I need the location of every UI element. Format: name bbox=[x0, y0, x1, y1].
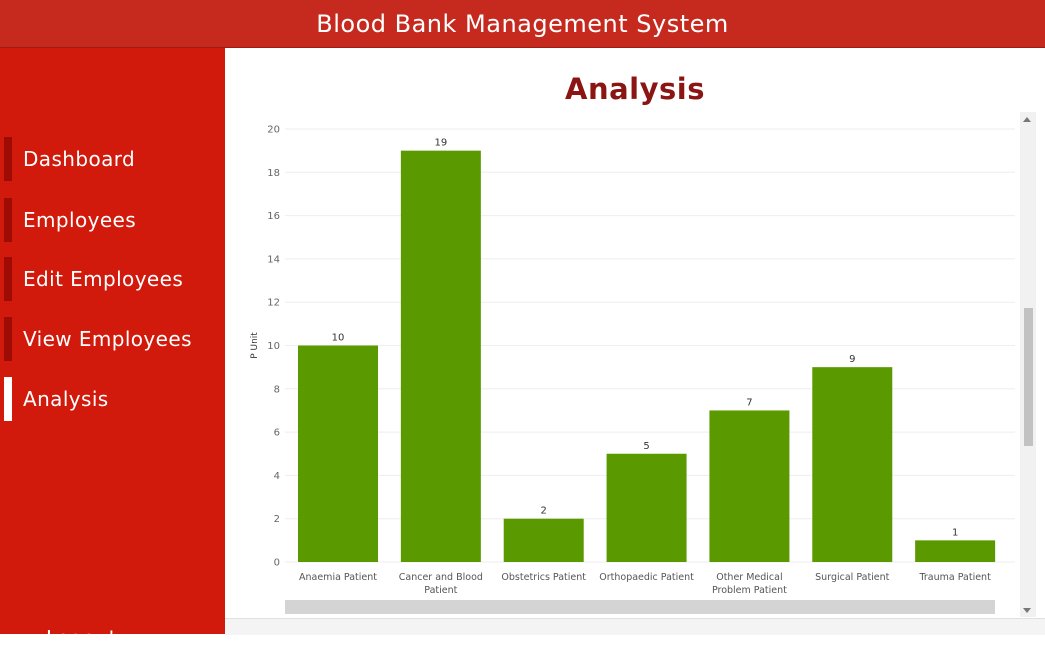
bar bbox=[812, 367, 893, 562]
x-tick-label: Trauma Patient bbox=[918, 572, 991, 583]
chart-container: 0 2 4 6 8 10 12 14 16 18 20 P Unit 10 Anaemia Patient… bbox=[225, 48, 1045, 634]
data-label: 10 bbox=[332, 333, 345, 344]
x-tick-label: Other Medical bbox=[716, 572, 782, 583]
data-label: 2 bbox=[541, 506, 547, 517]
sidebar-item-label: Edit Employees bbox=[23, 267, 184, 291]
sidebar-item-edit-employees[interactable]: Edit Employees bbox=[0, 257, 225, 301]
logout-button[interactable]: Logout bbox=[46, 626, 117, 650]
y-tick-label: 2 bbox=[274, 514, 280, 525]
bar bbox=[298, 345, 378, 562]
vertical-scrollbar[interactable] bbox=[1020, 112, 1036, 617]
scroll-down-arrow-icon[interactable] bbox=[1023, 608, 1031, 613]
x-tick-label: Orthopaedic Patient bbox=[599, 572, 694, 583]
sidebar-item-indicator bbox=[4, 317, 12, 361]
bar bbox=[915, 540, 996, 562]
data-label: 1 bbox=[952, 527, 958, 538]
x-tick-label: Cancer and Blood bbox=[399, 572, 483, 583]
y-tick-label: 6 bbox=[274, 428, 280, 439]
y-tick-label: 12 bbox=[267, 298, 280, 309]
bar bbox=[606, 453, 687, 562]
sidebar-item-label: Employees bbox=[23, 208, 137, 232]
sidebar-item-label: Analysis bbox=[23, 387, 109, 411]
viz-toolbar bbox=[225, 618, 1045, 635]
sidebar-item-label: Dashboard bbox=[23, 147, 136, 171]
x-tick-label: Obstetrics Patient bbox=[501, 572, 586, 583]
sidebar-item-analysis[interactable]: Analysis bbox=[0, 377, 225, 421]
x-tick-label: Patient bbox=[424, 585, 457, 596]
main-content: Analysis 0 2 4 6 8 10 12 14 16 18 20 P Unit 10 Anaemi… bbox=[225, 48, 1045, 634]
x-tick-label: Surgical Patient bbox=[815, 572, 890, 583]
app-header: Blood Bank Management System bbox=[0, 0, 1045, 48]
app-title: Blood Bank Management System bbox=[316, 9, 729, 38]
x-tick-label: Anaemia Patient bbox=[299, 572, 377, 583]
sidebar-item-indicator bbox=[4, 257, 12, 301]
y-axis-title: P Unit bbox=[250, 332, 260, 359]
sidebar-item-employees[interactable]: Employees bbox=[0, 198, 225, 242]
y-tick-label: 18 bbox=[267, 168, 280, 179]
sidebar-item-label: View Employees bbox=[23, 327, 192, 351]
sidebar-item-indicator bbox=[4, 198, 12, 242]
horizontal-scrollbar[interactable] bbox=[285, 600, 995, 614]
x-tick-label: Problem Patient bbox=[712, 585, 787, 596]
sidebar: Dashboard Employees Edit Employees View … bbox=[0, 48, 225, 650]
y-tick-label: 16 bbox=[267, 211, 280, 222]
scroll-up-arrow-icon[interactable] bbox=[1023, 117, 1031, 122]
y-tick-label: 4 bbox=[274, 471, 280, 482]
bar bbox=[709, 410, 790, 562]
y-tick-label: 10 bbox=[267, 341, 280, 352]
sidebar-item-indicator bbox=[4, 377, 12, 421]
bar bbox=[503, 518, 584, 562]
sidebar-item-view-employees[interactable]: View Employees bbox=[0, 317, 225, 361]
y-tick-label: 20 bbox=[267, 125, 280, 136]
sidebar-item-indicator bbox=[4, 137, 12, 181]
data-label: 5 bbox=[643, 441, 649, 452]
y-tick-label: 0 bbox=[274, 558, 280, 569]
sidebar-item-dashboard[interactable]: Dashboard bbox=[0, 137, 225, 181]
data-label: 9 bbox=[849, 354, 855, 365]
scrollbar-thumb[interactable] bbox=[1024, 308, 1033, 446]
y-tick-label: 14 bbox=[267, 254, 280, 265]
bar bbox=[400, 150, 481, 562]
page-title: Analysis bbox=[565, 72, 705, 106]
data-label: 7 bbox=[746, 397, 752, 408]
data-label: 19 bbox=[434, 138, 447, 149]
y-tick-label: 8 bbox=[274, 384, 280, 395]
